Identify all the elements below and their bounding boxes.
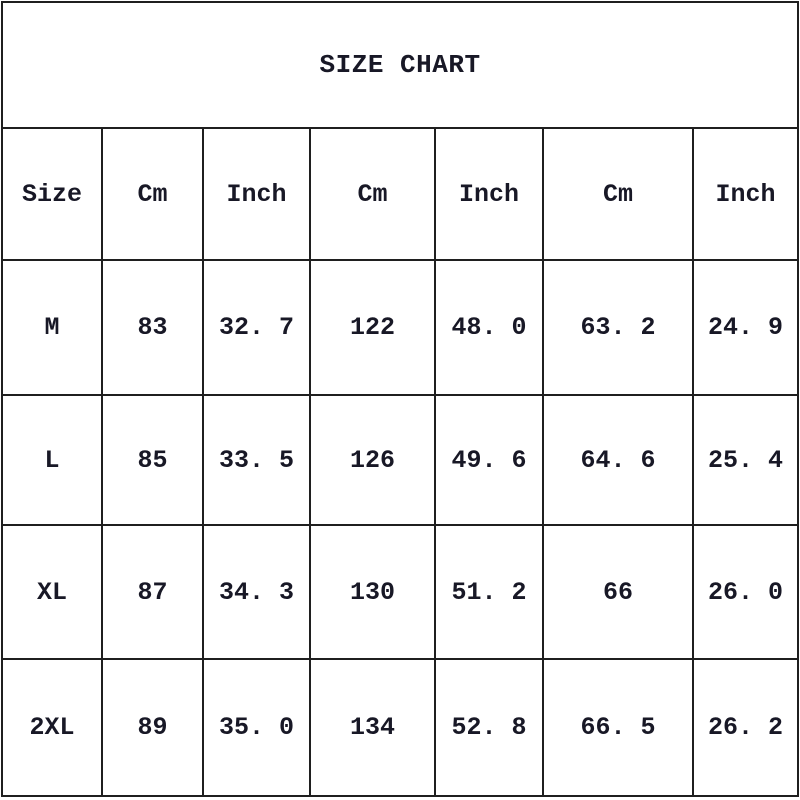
page-title: SIZE CHART: [0, 1, 800, 129]
table-row-2xl: 2XL 89 35. 0 134 52. 8 66. 5 26. 2: [1, 658, 800, 797]
measurement-cell: 26. 2: [691, 658, 800, 797]
measurement-cell: 122: [309, 259, 436, 396]
measurement-cell: 34. 3: [202, 524, 311, 660]
header-row: Size Cm Inch Cm Inch Cm Inch: [1, 127, 800, 261]
measurement-cell: 134: [309, 658, 436, 797]
header-cell-cm-3: Cm: [309, 127, 436, 261]
measurement-cell: 66: [542, 524, 694, 660]
measurement-cell: 24. 9: [691, 259, 800, 396]
measurement-cell: 83: [101, 259, 204, 396]
header-cell-cm-1: Cm: [101, 127, 204, 261]
header-cell-inch-4: Inch: [434, 127, 544, 261]
table-row-m: M 83 32. 7 122 48. 0 63. 2 24. 9: [1, 259, 800, 396]
measurement-cell: 26. 0: [691, 524, 800, 660]
size-label-cell: L: [1, 394, 103, 526]
measurement-cell: 49. 6: [434, 394, 544, 526]
measurement-cell: 35. 0: [202, 658, 311, 797]
measurement-cell: 85: [101, 394, 204, 526]
measurement-cell: 64. 6: [542, 394, 694, 526]
size-label-cell: 2XL: [1, 658, 103, 797]
header-cell-inch-6: Inch: [691, 127, 800, 261]
measurement-cell: 32. 7: [202, 259, 311, 396]
measurement-cell: 51. 2: [434, 524, 544, 660]
measurement-cell: 126: [309, 394, 436, 526]
measurement-cell: 87: [101, 524, 204, 660]
measurement-cell: 63. 2: [542, 259, 694, 396]
measurement-cell: 130: [309, 524, 436, 660]
size-label-cell: M: [1, 259, 103, 396]
measurement-cell: 52. 8: [434, 658, 544, 797]
measurement-cell: 25. 4: [691, 394, 800, 526]
measurement-cell: 66. 5: [542, 658, 694, 797]
table-row-l: L 85 33. 5 126 49. 6 64. 6 25. 4: [1, 394, 800, 526]
header-cell-inch-2: Inch: [202, 127, 311, 261]
size-label-cell: XL: [1, 524, 103, 660]
title-row: SIZE CHART: [0, 1, 800, 129]
measurement-cell: 89: [101, 658, 204, 797]
table-row-xl: XL 87 34. 3 130 51. 2 66 26. 0: [1, 524, 800, 660]
measurement-cell: 48. 0: [434, 259, 544, 396]
header-cell-size-0: Size: [1, 127, 103, 261]
measurement-cell: 33. 5: [202, 394, 311, 526]
header-cell-cm-5: Cm: [542, 127, 694, 261]
